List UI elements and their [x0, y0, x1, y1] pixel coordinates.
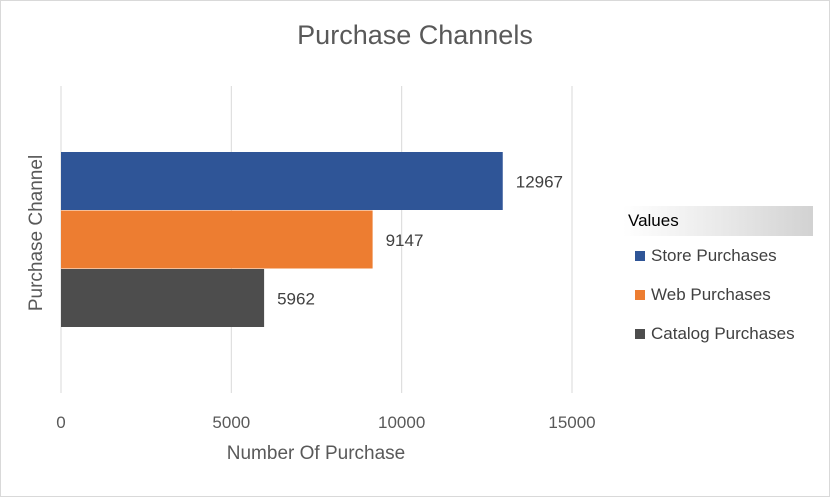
data-label-store-purchases: 12967 — [516, 172, 563, 191]
chart-title: Purchase Channels — [297, 20, 533, 50]
bar-store-purchases — [61, 152, 503, 210]
data-label-web-purchases: 9147 — [386, 231, 424, 250]
legend-title: Values — [623, 206, 813, 236]
x-axis-title: Number Of Purchase — [226, 443, 406, 464]
legend-swatch-store-purchases — [635, 250, 645, 261]
legend-item-web-purchases: Web Purchases — [623, 275, 813, 314]
bar-web-purchases — [61, 210, 373, 269]
legend: Values Store Purchases Web Purchases Cat… — [623, 206, 813, 353]
x-tick-label-15000: 15000 — [548, 413, 595, 432]
legend-item-store-purchases: Store Purchases — [623, 236, 813, 275]
bar-catalog-purchases — [61, 269, 265, 327]
data-label-catalog-purchases: 5962 — [277, 289, 315, 308]
y-axis-title: Purchase Channel — [26, 154, 47, 312]
legend-swatch-catalog-purchases — [635, 328, 645, 339]
legend-label-web-purchases: Web Purchases — [651, 284, 771, 304]
legend-swatch-web-purchases — [635, 289, 645, 300]
x-tick-label-10000: 10000 — [378, 413, 425, 432]
legend-label-store-purchases: Store Purchases — [651, 245, 777, 265]
legend-item-catalog-purchases: Catalog Purchases — [623, 314, 813, 353]
legend-label-catalog-purchases: Catalog Purchases — [651, 323, 795, 343]
x-tick-label-0: 0 — [56, 413, 65, 432]
x-tick-label-5000: 5000 — [212, 413, 250, 432]
